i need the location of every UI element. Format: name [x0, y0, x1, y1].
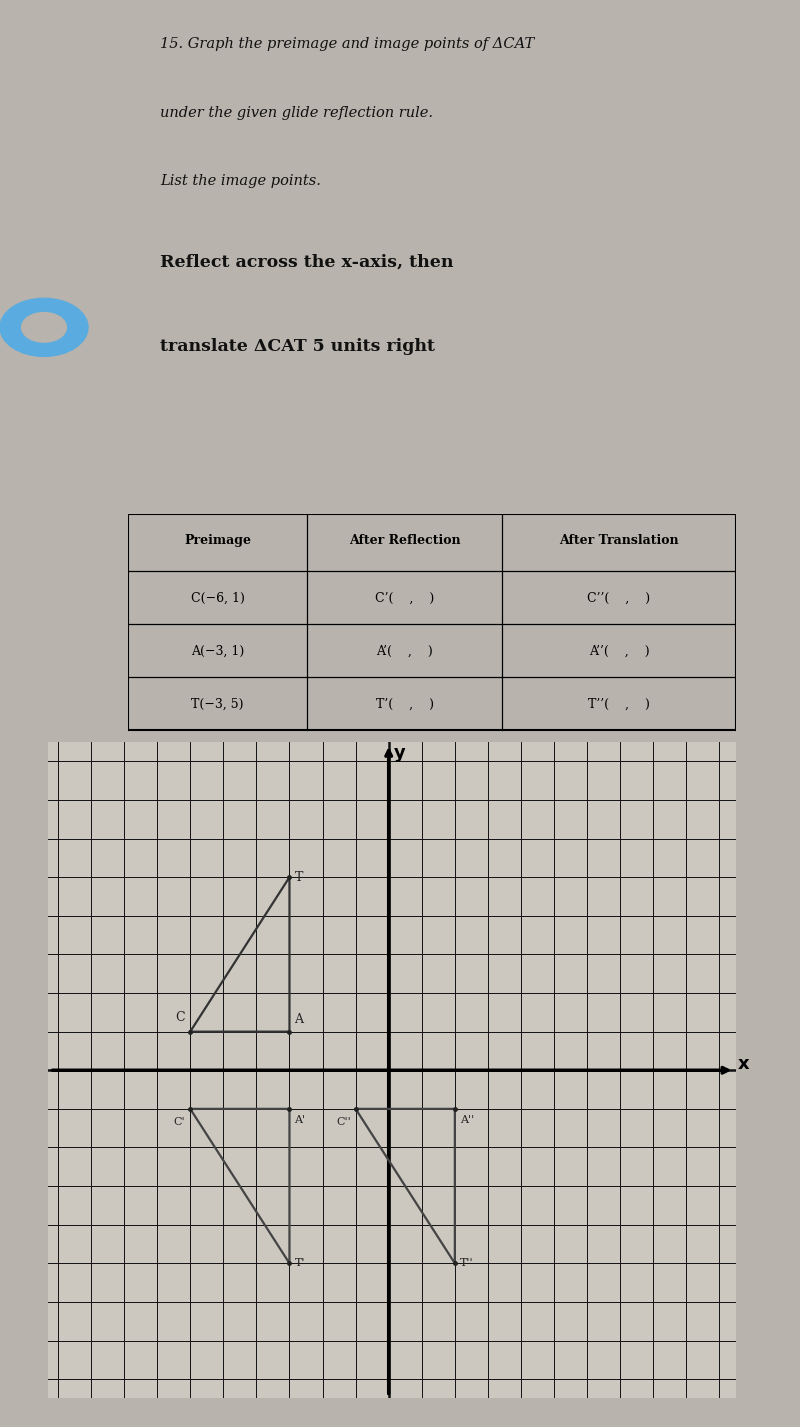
Text: T'': T'' — [460, 1259, 474, 1269]
Text: A’’(    ,    ): A’’( , ) — [589, 645, 650, 658]
Text: After Translation: After Translation — [559, 534, 678, 547]
Text: Reflect across the x-axis, then: Reflect across the x-axis, then — [160, 254, 454, 271]
Text: T: T — [294, 870, 302, 883]
Text: T(−3, 5): T(−3, 5) — [191, 698, 244, 711]
Circle shape — [0, 298, 88, 357]
Text: Preimage: Preimage — [184, 534, 251, 547]
Text: under the given glide reflection rule.: under the given glide reflection rule. — [160, 106, 433, 120]
Text: C': C' — [174, 1116, 186, 1126]
Text: T': T' — [294, 1259, 305, 1269]
Text: A': A' — [294, 1114, 306, 1124]
Text: C'': C'' — [336, 1116, 350, 1126]
Text: T’’(    ,    ): T’’( , ) — [588, 698, 650, 711]
Text: C’(    ,    ): C’( , ) — [375, 591, 434, 604]
Text: C’’(    ,    ): C’’( , ) — [587, 591, 650, 604]
Text: List the image points.: List the image points. — [160, 174, 321, 188]
Text: A: A — [294, 1013, 303, 1026]
Text: C: C — [176, 1010, 186, 1025]
Circle shape — [22, 313, 66, 342]
Text: A’(    ,    ): A’( , ) — [376, 645, 433, 658]
Text: C(−6, 1): C(−6, 1) — [190, 591, 245, 604]
Text: 15. Graph the preimage and image points of ΔCAT: 15. Graph the preimage and image points … — [160, 37, 534, 51]
Text: A(−3, 1): A(−3, 1) — [191, 645, 244, 658]
Text: A'': A'' — [460, 1114, 474, 1124]
Text: y: y — [394, 743, 406, 762]
Text: After Reflection: After Reflection — [349, 534, 461, 547]
Text: translate ΔCAT 5 units right: translate ΔCAT 5 units right — [160, 338, 435, 355]
Text: T’(    ,    ): T’( , ) — [376, 698, 434, 711]
Text: x: x — [738, 1056, 750, 1073]
